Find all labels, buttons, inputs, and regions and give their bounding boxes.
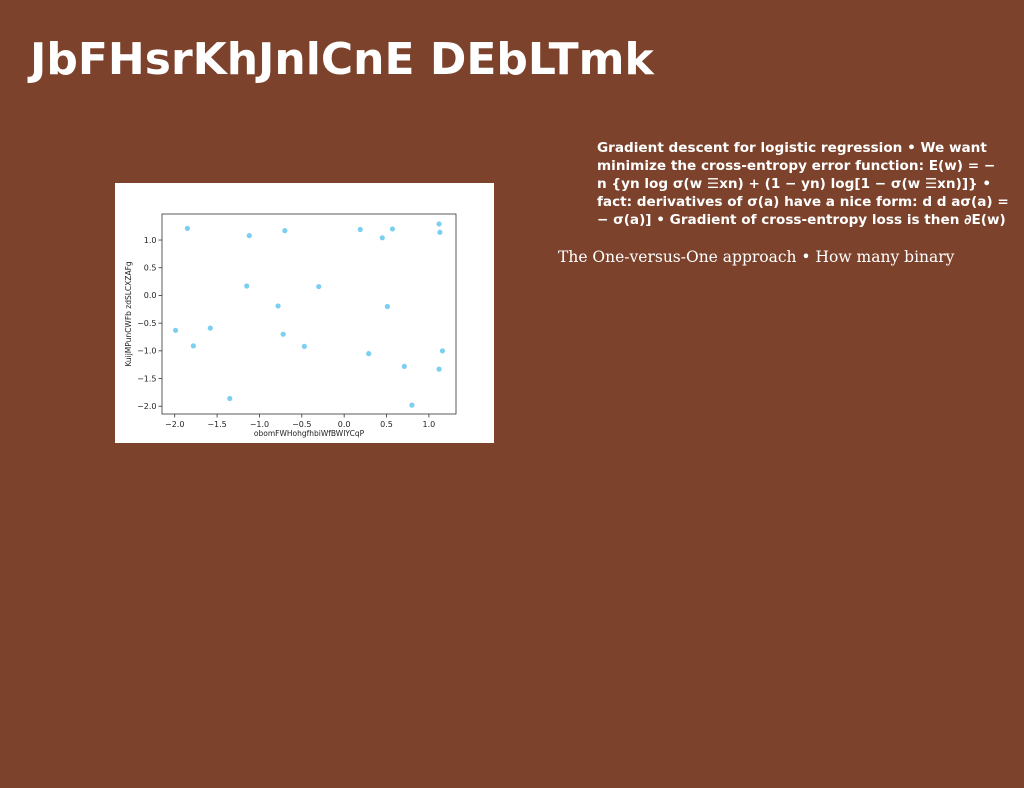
scatter-point-22	[409, 402, 415, 408]
scatter-point-9	[316, 283, 322, 290]
slide-title: JbFHsrKhJnlCnE DEbLTmk	[30, 34, 654, 85]
scatter-point-2	[282, 228, 288, 234]
y-tick-label-5: 0.5	[144, 264, 157, 273]
y-axis-label: KuijMPunCWFb zdSLCXZAFg	[124, 261, 133, 367]
scatter-point-5	[389, 226, 396, 232]
y-tick-label-1: −1.5	[137, 374, 156, 383]
x-tick-label-0: −2.0	[165, 420, 184, 429]
scatter-point-3	[357, 226, 363, 233]
scatter-point-1	[246, 233, 252, 239]
scatter-point-6	[436, 221, 442, 227]
y-tick-label-3: −0.5	[137, 319, 156, 328]
y-tick-label-2: −1.0	[137, 347, 156, 356]
scatter-point-16	[301, 343, 307, 350]
slide-paragraph-one-versus-one: The One-versus-One approach • How many b…	[558, 248, 955, 266]
scatter-chart: −2.0 −1.5 −1.0 −0.5 0.0 0.5 1.0 −2.0 −1.5 −1.0 −0…	[115, 183, 494, 443]
x-axis: −2.0 −1.5 −1.0 −0.5 0.0 0.5 1.0	[165, 414, 435, 429]
y-axis: −2.0 −1.5 −1.0 −0.5 0.0 0.5 1.0	[137, 236, 162, 411]
scatter-point-13	[207, 325, 213, 331]
scatter-point-19	[401, 363, 407, 369]
scatter-chart-svg: −2.0 −1.5 −1.0 −0.5 0.0 0.5 1.0 −2.0 −1.5 −1.0 −0…	[124, 213, 457, 438]
scatter-point-18	[439, 348, 446, 354]
scatter-point-17	[366, 351, 372, 357]
points-layer	[172, 221, 446, 408]
scatter-point-4	[379, 235, 385, 241]
x-tick-label-6: 1.0	[423, 420, 436, 429]
plot-area-frame	[161, 213, 457, 415]
scatter-point-8	[244, 283, 250, 289]
x-tick-label-5: 0.5	[380, 420, 393, 429]
x-tick-label-1: −1.5	[207, 420, 226, 429]
x-tick-label-4: 0.0	[338, 420, 351, 429]
scatter-point-21	[227, 395, 233, 402]
x-tick-label-2: −1.0	[250, 420, 269, 429]
scatter-point-11	[384, 303, 390, 310]
scatter-point-12	[172, 327, 179, 333]
y-tick-label-4: 0.0	[144, 291, 157, 300]
slide-paragraph-gradient-descent: Gradient descent for logistic regression…	[597, 140, 1009, 228]
x-axis-label: obomFWHohgfhbiWfBWIYCqP	[254, 429, 365, 438]
scatter-point-15	[190, 343, 196, 349]
scatter-point-10	[275, 303, 281, 309]
scatter-point-0	[184, 225, 191, 231]
x-tick-label-3: −0.5	[292, 420, 311, 429]
y-tick-label-0: −2.0	[137, 402, 156, 411]
y-tick-label-6: 1.0	[144, 236, 157, 245]
scatter-point-7	[437, 229, 443, 235]
scatter-point-14	[280, 331, 286, 337]
scatter-point-20	[436, 366, 442, 372]
